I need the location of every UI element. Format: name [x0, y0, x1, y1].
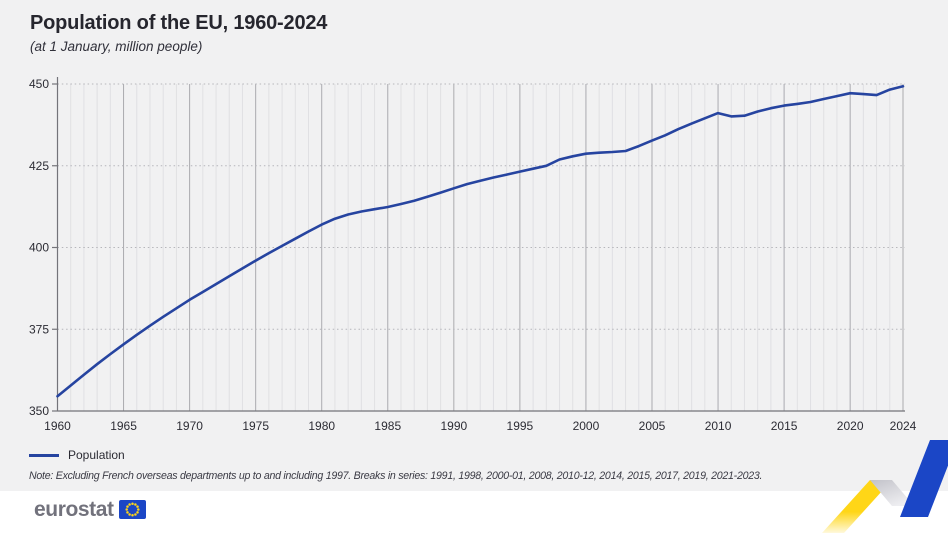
eurostat-logo: eurostat: [34, 498, 146, 522]
chart-subtitle: (at 1 January, million people): [30, 39, 203, 54]
x-axis-label-1970: 1970: [176, 419, 203, 433]
eu-flag-star: [133, 512, 137, 516]
y-axis-label-450: 450: [29, 77, 49, 91]
ribbon-yellow-stroke: [822, 480, 892, 533]
ribbon-blue-stroke: [900, 440, 948, 517]
eu-flag-icon: [118, 499, 146, 519]
legend-label: Population: [68, 448, 125, 462]
x-axis-label-2005: 2005: [639, 419, 666, 433]
eu-flag-star: [125, 510, 129, 514]
eu-flag-star: [130, 513, 134, 517]
x-axis-label-1965: 1965: [110, 419, 137, 433]
x-axis-label-2010: 2010: [705, 419, 732, 433]
x-axis-label-2015: 2015: [771, 419, 798, 433]
eu-flag-star: [128, 502, 131, 506]
decorative-ribbon: [822, 440, 948, 533]
chart-note: Note: Excluding French overseas departme…: [29, 470, 763, 482]
y-axis-label-350: 350: [29, 404, 49, 418]
footer: eurostat: [0, 491, 948, 533]
eu-flag-star: [128, 512, 131, 516]
chart-title: Population of the EU, 1960-2024: [30, 12, 328, 34]
eu-flag-star: [125, 504, 129, 508]
eu-flag-star: [125, 507, 128, 511]
x-axis-label-1995: 1995: [507, 419, 534, 433]
population-line-chart: 350 375 400 425 450 1960 1965 1970 1975 1980 1985 1…: [29, 77, 917, 433]
y-axis-label-425: 425: [29, 159, 49, 173]
x-axis-label-1960: 1960: [44, 419, 71, 433]
chart-legend: Population: [29, 448, 125, 462]
eu-flag-star: [133, 502, 137, 506]
y-axis-label-400: 400: [29, 241, 49, 255]
eu-flag-star: [136, 507, 140, 511]
y-axis-label-375: 375: [29, 322, 49, 336]
eu-flag-star: [135, 510, 139, 514]
ribbon-gray-stroke: [870, 480, 914, 506]
population-series-line: [56, 85, 905, 398]
x-axis-label-1975: 1975: [242, 419, 269, 433]
x-axis-label-1990: 1990: [440, 419, 467, 433]
x-axis-label-2000: 2000: [573, 419, 600, 433]
eu-flag-star: [135, 504, 139, 508]
x-axis-label-1980: 1980: [308, 419, 335, 433]
chart-header: Population of the EU, 1960-2024 (at 1 Ja…: [30, 12, 327, 54]
x-axis-label-2020: 2020: [837, 419, 864, 433]
eu-flag-star: [130, 501, 134, 505]
x-axis-label-1985: 1985: [374, 419, 401, 433]
eurostat-logo-text: eurostat: [34, 498, 114, 521]
x-axis-label-2024: 2024: [890, 419, 917, 433]
legend-line-swatch: [29, 453, 59, 457]
